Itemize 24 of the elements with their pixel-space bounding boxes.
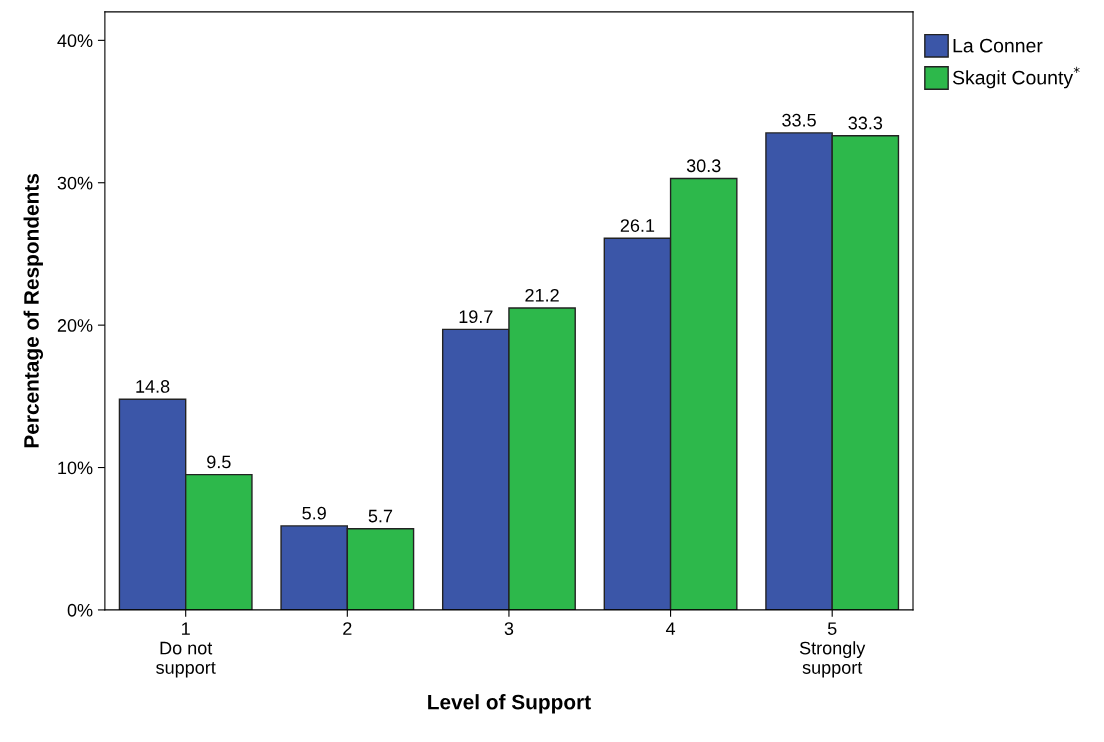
y-tick-label: 10% (58, 461, 93, 475)
data-label: 33.3 (848, 116, 883, 130)
y-axis-title: Percentage of Respondents (23, 173, 44, 448)
legend-label: Skagit County$^{*}$ (952, 66, 1080, 89)
data-label: 5.9 (302, 506, 326, 520)
legend-label: La Conner (953, 38, 1043, 53)
y-tick-label: 20% (57, 319, 93, 332)
y-tick-label: 30% (57, 176, 93, 190)
x-tick-label: 5 Strongly support (799, 622, 866, 678)
y-tick-label: 0% (67, 603, 93, 617)
data-label: 14.8 (136, 380, 170, 393)
data-label: 30.3 (686, 159, 721, 173)
data-label: 5.7 (368, 509, 393, 523)
x-tick-label: 1 Do not support (156, 622, 216, 678)
data-label: 26.1 (620, 219, 655, 232)
data-label: 9.5 (207, 455, 231, 469)
x-tick-label: 2 (343, 622, 352, 635)
data-label: 19.7 (459, 310, 493, 324)
x-axis-title: Level of Support (428, 694, 591, 714)
data-label: 33.5 (782, 113, 816, 127)
x-tick-label: 3 (504, 622, 514, 635)
x-tick-label: 4 (665, 622, 676, 635)
y-tick-label: 40% (57, 34, 93, 48)
data-label: 21.2 (525, 288, 559, 302)
